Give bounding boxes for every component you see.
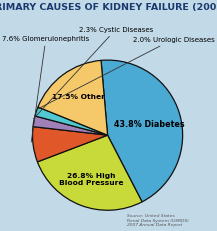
Text: 26.8% High
Blood Pressure: 26.8% High Blood Pressure (59, 172, 123, 185)
Text: 7.6% Glomerulonephritis: 7.6% Glomerulonephritis (2, 35, 90, 143)
Wedge shape (33, 116, 108, 136)
Text: 2.0% Urologic Diseases: 2.0% Urologic Diseases (37, 37, 215, 110)
Text: 2.3% Cystic Diseases: 2.3% Cystic Diseases (33, 26, 154, 119)
Wedge shape (37, 136, 142, 210)
Text: Source: United States
Renal Data System (USRDS)
2007 Annual Data Report: Source: United States Renal Data System … (127, 213, 189, 226)
Wedge shape (101, 61, 183, 202)
Title: PRIMARY CAUSES OF KIDNEY FAILURE (2005): PRIMARY CAUSES OF KIDNEY FAILURE (2005) (0, 3, 217, 12)
Wedge shape (38, 61, 108, 136)
Text: 43.8% Diabetes: 43.8% Diabetes (114, 119, 185, 128)
Wedge shape (35, 108, 108, 136)
Text: 17.5% Other: 17.5% Other (52, 94, 105, 100)
Wedge shape (33, 127, 108, 162)
